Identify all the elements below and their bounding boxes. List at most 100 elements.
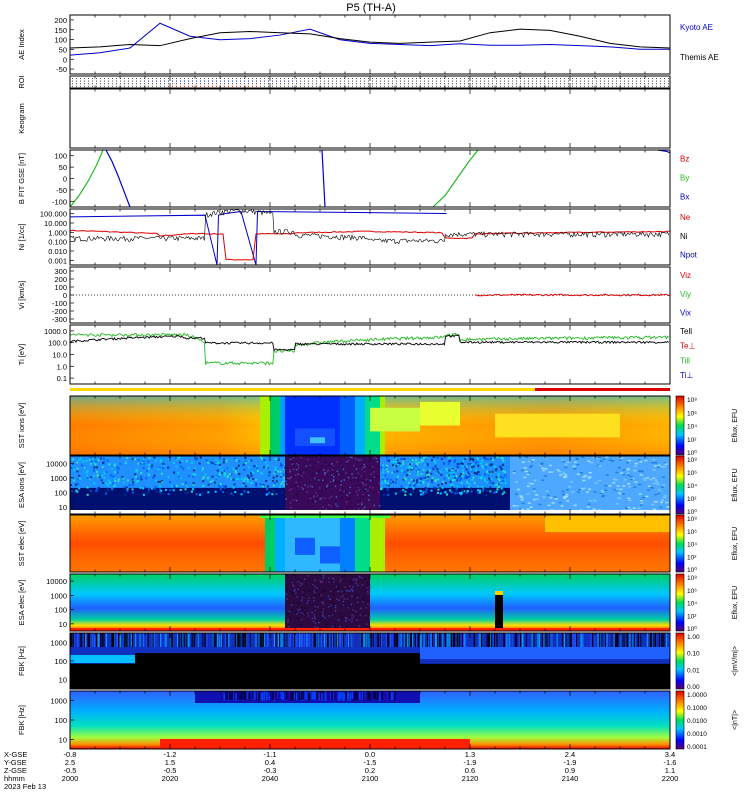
- spectrogram-texel: [319, 598, 322, 600]
- spectrogram-texel: [458, 492, 461, 495]
- y-gse-value-6: -1.6: [664, 758, 677, 767]
- spectrogram-texel: [296, 612, 298, 615]
- spectrogram-texel: [348, 491, 351, 494]
- roi-dot: [244, 85, 245, 87]
- spectrogram-texel: [160, 492, 163, 495]
- spectrogram-texel: [220, 471, 223, 474]
- roi-dot: [160, 78, 161, 79]
- spectrogram-texel: [154, 459, 157, 462]
- spectrogram-texel: [340, 496, 343, 499]
- spectrogram-texel: [304, 691, 307, 700]
- spectrogram-texel: [459, 473, 462, 476]
- roi-dot: [376, 78, 377, 79]
- roi-dot: [100, 85, 101, 87]
- colorbar-tick-fbk_b: 0.0010: [687, 731, 707, 738]
- spectrogram-texel: [228, 633, 230, 647]
- spectrogram-texel: [329, 590, 331, 592]
- roi-dot: [360, 78, 361, 79]
- spectrogram-texel: [295, 462, 298, 465]
- spectrogram-texel: [362, 598, 364, 601]
- spectrogram-texel: [452, 473, 455, 476]
- spectrogram-texel: [360, 607, 362, 610]
- spectrogram-texel: [287, 618, 289, 621]
- spectrogram-texel: [279, 464, 282, 467]
- spectrogram-texel: [546, 633, 548, 647]
- spectrogram-texel: [565, 495, 569, 498]
- spectrogram-texel: [379, 692, 381, 701]
- spectrogram-texel: [426, 633, 428, 647]
- spectrogram-texel: [277, 470, 280, 473]
- roi-dot: [552, 80, 553, 82]
- spectrogram-texel: [102, 461, 105, 464]
- spectrogram-texel: [424, 476, 427, 479]
- spectrogram-texel: [71, 490, 74, 493]
- y-tick-label-fbk_e: 10: [59, 676, 67, 685]
- spectrogram-texel: [456, 487, 459, 490]
- roi-dot: [208, 78, 209, 79]
- spectrogram-texel: [302, 613, 305, 615]
- roi-dot: [300, 80, 301, 82]
- spectrogram-texel: [290, 476, 292, 479]
- spectrogram-texel: [480, 477, 483, 480]
- spectrogram-texel: [184, 491, 187, 494]
- spectrogram-texel: [497, 475, 500, 478]
- spectrogram-texel: [617, 633, 619, 647]
- roi-dot: [656, 83, 657, 85]
- spectrogram-texel: [395, 457, 398, 460]
- roi-dot: [80, 78, 81, 79]
- spectrogram-texel: [355, 691, 358, 700]
- roi-dot: [344, 83, 345, 85]
- spectrogram-texel: [86, 476, 89, 479]
- spectrogram-texel: [407, 466, 410, 469]
- y-tick-label-density: 1.000: [48, 228, 67, 237]
- spectrogram-texel: [324, 590, 326, 592]
- spectrogram-texel: [439, 470, 442, 473]
- spectrogram-texel: [330, 604, 333, 606]
- roi-dot: [468, 83, 469, 85]
- spectrogram-texel: [395, 465, 398, 468]
- spectrogram-texel: [521, 502, 525, 505]
- spectrogram-texel: [153, 456, 156, 459]
- colorbar-tick-fbk_b: 0.0100: [687, 718, 707, 725]
- spectrogram-texel: [425, 477, 428, 480]
- spectrogram-texel: [502, 459, 505, 462]
- roi-dot: [384, 85, 385, 87]
- spectrogram-texel: [564, 463, 568, 466]
- spectrogram-texel: [78, 633, 80, 647]
- roi-dot: [384, 78, 385, 79]
- spectrogram-texel: [289, 469, 291, 471]
- spectrogram-texel: [85, 633, 87, 647]
- spectrogram-texel: [387, 470, 390, 473]
- spectrogram-texel: [226, 476, 229, 479]
- roi-dot: [276, 78, 277, 79]
- spectrogram-texel: [323, 471, 326, 474]
- roi-dot: [260, 83, 261, 85]
- colorbar-tick-esa_ion: 10⁴: [687, 483, 697, 490]
- roi-dot: [444, 85, 445, 87]
- spectrogram-texel: [449, 489, 452, 492]
- spectrogram-texel: [76, 633, 78, 647]
- spectrogram-texel: [328, 464, 331, 467]
- spectrogram-texel: [576, 463, 580, 466]
- spectrogram-texel: [640, 470, 644, 473]
- roi-dot: [124, 78, 125, 79]
- x-gse-value-5: 2.4: [565, 750, 575, 759]
- spectrogram-texel: [383, 493, 386, 496]
- spectrogram-texel: [369, 489, 371, 492]
- spectrogram-texel: [365, 478, 368, 481]
- roi-dot: [144, 83, 145, 85]
- spectrogram-texel: [136, 479, 139, 482]
- spectrogram-texel: [266, 691, 268, 700]
- spectrogram-texel: [298, 602, 301, 605]
- roi-dot: [292, 80, 293, 82]
- spectrogram-texel: [117, 633, 119, 647]
- spectrogram-texel: [226, 633, 228, 647]
- roi-dot: [252, 78, 253, 79]
- spectrogram-texel: [418, 480, 421, 483]
- roi-dot: [524, 78, 525, 79]
- spectrogram-texel: [345, 618, 348, 621]
- spectrogram-texel: [472, 476, 475, 479]
- spectrogram-texel: [392, 460, 395, 463]
- spectrogram-texel: [413, 484, 416, 487]
- spectrogram-texel: [281, 691, 284, 700]
